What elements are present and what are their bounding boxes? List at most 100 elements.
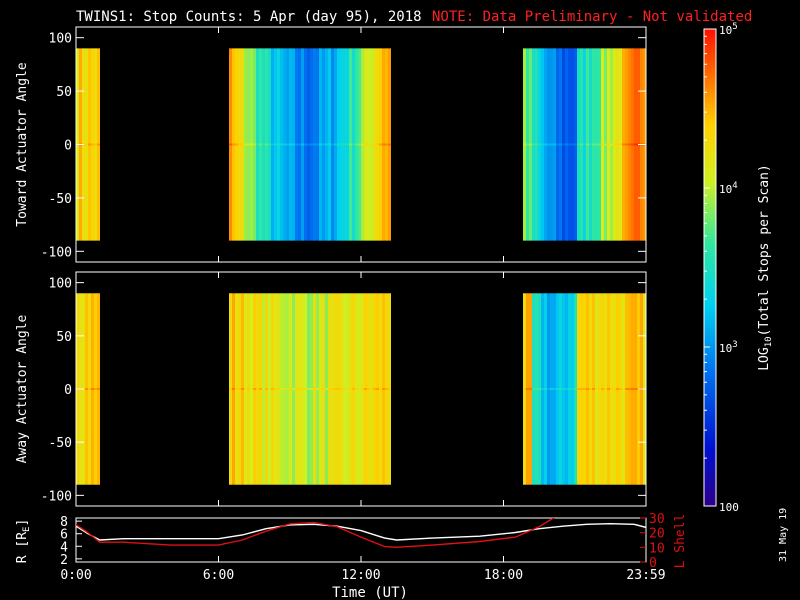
toward-zero-angle-strip — [541, 143, 544, 146]
away-zero-angle-strip — [349, 388, 352, 390]
away-zero-angle-strip — [373, 388, 376, 390]
toward-zero-angle-strip — [574, 143, 577, 146]
toward-zero-angle-strip — [592, 143, 595, 146]
toward-zero-angle-strip — [373, 143, 376, 146]
colorbar-tick-label: 103 — [719, 340, 738, 355]
away-zero-angle-strip — [304, 388, 307, 390]
toward-ytick-label: 0 — [64, 139, 72, 154]
ephemeris-right-tick-label: 0 — [649, 556, 657, 571]
away-zero-angle-strip — [607, 388, 610, 390]
away-zero-angle-strip — [280, 388, 283, 390]
away-zero-angle-strip — [334, 388, 337, 390]
away-zero-angle-strip — [547, 388, 550, 390]
away-zero-angle-strip — [610, 388, 613, 390]
away-zero-angle-strip — [595, 388, 598, 390]
toward-zero-angle-strip — [529, 143, 532, 146]
toward-zero-angle-strip — [256, 143, 259, 146]
toward-zero-angle-strip — [343, 143, 346, 146]
away-zero-angle-strip — [541, 388, 544, 390]
toward-zero-angle-strip — [286, 143, 289, 146]
toward-zero-angle-strip — [376, 143, 379, 146]
toward-zero-angle-strip — [586, 143, 589, 146]
away-zero-angle-strip — [598, 388, 601, 390]
toward-ytick-label: -50 — [49, 192, 72, 207]
ephemeris-frame — [75, 517, 647, 563]
toward-zero-angle-strip — [595, 143, 598, 146]
away-zero-angle-strip — [229, 388, 232, 390]
away-zero-angle-strip — [385, 388, 388, 390]
x-axis-label: Time (UT) — [332, 585, 408, 600]
toward-zero-angle-strip — [388, 143, 391, 146]
away-zero-angle-strip — [253, 388, 256, 390]
toward-zero-angle-strip — [250, 143, 253, 146]
away-zero-angle-strip — [544, 388, 547, 390]
toward-zero-angle-strip — [304, 143, 307, 146]
away-zero-angle-strip — [625, 388, 628, 390]
toward-zero-angle-strip — [295, 143, 298, 146]
away-zero-angle-strip — [259, 388, 262, 390]
away-zero-angle-strip — [379, 388, 382, 390]
away-zero-angle-strip — [580, 388, 583, 390]
toward-zero-angle-strip — [97, 143, 100, 146]
toward-zero-angle-strip — [91, 143, 94, 146]
x-tick-label: 6:00 — [203, 568, 234, 583]
toward-ytick-label: 100 — [49, 32, 72, 47]
away-ytick-label: -100 — [41, 489, 72, 504]
preliminary-note: NOTE: Data Preliminary - Not validated — [432, 9, 752, 25]
away-zero-angle-strip — [331, 388, 334, 390]
toward-zero-angle-strip — [532, 143, 535, 146]
away-zero-angle-strip — [565, 388, 568, 390]
ephemeris-right-tick-label: 10 — [649, 541, 665, 556]
away-zero-angle-strip — [316, 388, 319, 390]
away-zero-angle-strip — [571, 388, 574, 390]
away-zero-angle-strip — [310, 388, 313, 390]
colorbar-tick-label: 100 — [719, 501, 739, 514]
away-zero-angle-strip — [382, 388, 385, 390]
away-ytick-label: 50 — [56, 330, 72, 345]
away-zero-angle-strip — [577, 388, 580, 390]
away-zero-angle-strip — [553, 388, 556, 390]
toward-zero-angle-strip — [310, 143, 313, 146]
toward-zero-angle-strip — [598, 143, 601, 146]
toward-zero-angle-strip — [340, 143, 343, 146]
away-zero-angle-strip — [619, 388, 622, 390]
away-zero-angle-strip — [634, 388, 637, 390]
toward-zero-angle-strip — [334, 143, 337, 146]
ephemeris-left-tick-label: 4 — [60, 540, 68, 555]
toward-zero-angle-strip — [355, 143, 358, 146]
toward-zero-angle-strip — [364, 143, 367, 146]
toward-zero-angle-strip — [280, 143, 283, 146]
toward-zero-angle-strip — [229, 143, 232, 146]
toward-zero-angle-strip — [88, 143, 91, 146]
toward-zero-angle-strip — [268, 143, 271, 146]
away-zero-angle-strip — [604, 388, 607, 390]
toward-zero-angle-strip — [325, 143, 328, 146]
away-zero-angle-strip — [556, 388, 559, 390]
toward-zero-angle-strip — [538, 143, 541, 146]
away-zero-angle-strip — [319, 388, 322, 390]
toward-heatmap — [76, 48, 646, 241]
toward-zero-angle-strip — [94, 143, 97, 146]
away-zero-angle-strip — [568, 388, 571, 390]
toward-zero-angle-strip — [277, 143, 280, 146]
away-zero-angle-strip — [343, 388, 346, 390]
toward-zero-angle-strip — [577, 143, 580, 146]
toward-zero-angle-strip — [235, 143, 238, 146]
toward-zero-angle-strip — [316, 143, 319, 146]
away-zero-angle-strip — [244, 388, 247, 390]
away-zero-angle-strip — [307, 388, 310, 390]
away-zero-angle-strip — [562, 388, 565, 390]
away-zero-angle-strip — [295, 388, 298, 390]
l-shell-axis-label: L Shell — [673, 514, 688, 569]
colorbar-tick-label: 104 — [719, 181, 738, 196]
toward-zero-angle-strip — [262, 143, 265, 146]
toward-zero-angle-strip — [616, 143, 619, 146]
toward-zero-angle-strip — [556, 143, 559, 146]
away-zero-angle-strip — [352, 388, 355, 390]
away-zero-angle-strip — [277, 388, 280, 390]
toward-zero-angle-strip — [367, 143, 370, 146]
toward-zero-angle-strip — [589, 143, 592, 146]
away-zero-angle-strip — [559, 388, 562, 390]
